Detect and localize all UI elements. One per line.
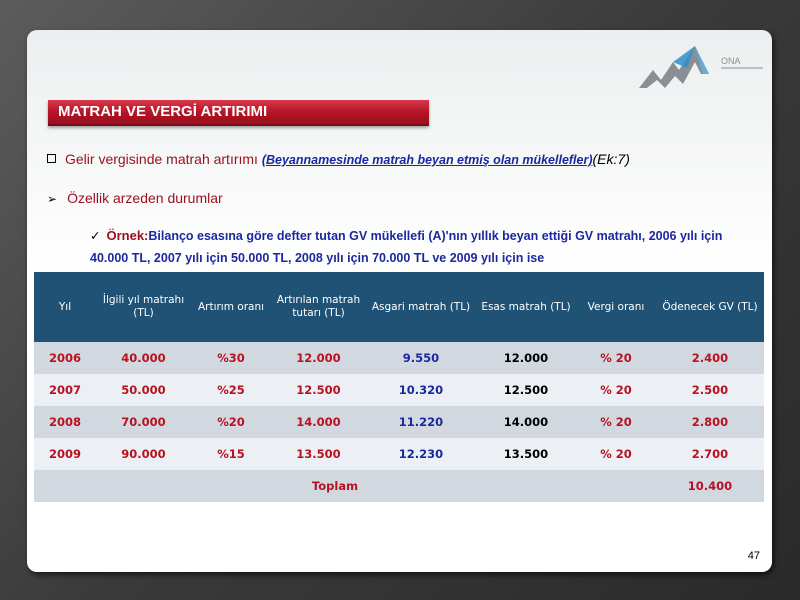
bullet-gelir-vergisi: Gelir vergisinde matrah artırımı (Beyann… <box>47 151 630 167</box>
cell-asgari-matrah: 9.550 <box>366 342 476 374</box>
header-cell: Asgari matrah (TL) <box>366 272 476 342</box>
cell-odenecek-gv: 2.800 <box>656 406 764 438</box>
cell-vergi-orani: % 20 <box>576 438 656 470</box>
cell-artirim-orani: %15 <box>191 438 271 470</box>
cell-odenecek-gv: 2.700 <box>656 438 764 470</box>
bullet1-text: Gelir vergisinde matrah artırımı <box>65 151 262 167</box>
cell-year: 2006 <box>34 342 96 374</box>
cell-matrah: 90.000 <box>96 438 191 470</box>
title-bar: MATRAH VE VERGİ ARTIRIMI <box>48 100 429 126</box>
cell-odenecek-gv: 2.500 <box>656 374 764 406</box>
cell-matrah: 70.000 <box>96 406 191 438</box>
cell-vergi-orani: % 20 <box>576 374 656 406</box>
header-cell: Artırılan matrah tutarı (TL) <box>271 272 366 342</box>
ornek-label: Örnek: <box>106 228 149 243</box>
company-logo: ONA <box>639 46 763 88</box>
bullet1-subtext: (Beyannamesinde matrah beyan etmiş olan … <box>261 153 593 167</box>
header-cell: İlgili yıl matrahı (TL) <box>96 272 191 342</box>
matrah-table: Yıl İlgili yıl matrahı (TL) Artırım oran… <box>34 272 764 502</box>
cell-artirim-orani: %30 <box>191 342 271 374</box>
ornek-text: Bilanço esasına göre defter tutan GV mük… <box>90 229 723 265</box>
bullet2-text: Özellik arzeden durumlar <box>67 190 223 206</box>
cell-odenecek-gv: 2.400 <box>656 342 764 374</box>
cell-esas-matrah: 12.500 <box>476 374 576 406</box>
cell-esas-matrah: 14.000 <box>476 406 576 438</box>
cell-artirilan-matrah: 12.000 <box>271 342 366 374</box>
cell-year: 2008 <box>34 406 96 438</box>
bullet1-ref: (Ek:7) <box>592 151 630 167</box>
total-value: 10.400 <box>656 470 764 502</box>
total-label: Toplam <box>34 470 656 502</box>
cell-artirilan-matrah: 14.000 <box>271 406 366 438</box>
cell-artirilan-matrah: 13.500 <box>271 438 366 470</box>
header-cell: Ödenecek GV (TL) <box>656 272 764 342</box>
cell-year: 2007 <box>34 374 96 406</box>
header-cell: Artırım oranı <box>191 272 271 342</box>
table-row: 2006 40.000 %30 12.000 9.550 12.000 % 20… <box>34 342 764 374</box>
cell-esas-matrah: 13.500 <box>476 438 576 470</box>
cell-esas-matrah: 12.000 <box>476 342 576 374</box>
logo-text: ONA <box>721 56 741 66</box>
cell-asgari-matrah: 11.220 <box>366 406 476 438</box>
header-cell: Yıl <box>34 272 96 342</box>
square-bullet-icon <box>47 154 56 163</box>
cell-vergi-orani: % 20 <box>576 342 656 374</box>
cell-matrah: 40.000 <box>96 342 191 374</box>
cell-matrah: 50.000 <box>96 374 191 406</box>
slide: ONA MATRAH VE VERGİ ARTIRIMI Gelir vergi… <box>27 30 772 572</box>
cell-year: 2009 <box>34 438 96 470</box>
header-cell: Esas matrah (TL) <box>476 272 576 342</box>
check-bullet-icon: ✓ <box>90 229 101 243</box>
cell-artirim-orani: %25 <box>191 374 271 406</box>
cell-asgari-matrah: 12.230 <box>366 438 476 470</box>
bullet-ozellik: ➢ Özellik arzeden durumlar <box>47 190 223 206</box>
table-header-row: Yıl İlgili yıl matrahı (TL) Artırım oran… <box>34 272 764 342</box>
table-total-row: Toplam 10.400 <box>34 470 764 502</box>
cell-artirim-orani: %20 <box>191 406 271 438</box>
cell-vergi-orani: % 20 <box>576 406 656 438</box>
slide-title: MATRAH VE VERGİ ARTIRIMI <box>58 103 268 120</box>
header-cell: Vergi oranı <box>576 272 656 342</box>
table-row: 2007 50.000 %25 12.500 10.320 12.500 % 2… <box>34 374 764 406</box>
table-row: 2009 90.000 %15 13.500 12.230 13.500 % 2… <box>34 438 764 470</box>
bullet-ornek: ✓ Örnek:Bilanço esasına göre defter tutan… <box>90 225 750 269</box>
table-row: 2008 70.000 %20 14.000 11.220 14.000 % 2… <box>34 406 764 438</box>
cell-artirilan-matrah: 12.500 <box>271 374 366 406</box>
cell-asgari-matrah: 10.320 <box>366 374 476 406</box>
page-number: 47 <box>747 550 760 562</box>
arrow-bullet-icon: ➢ <box>47 192 58 206</box>
